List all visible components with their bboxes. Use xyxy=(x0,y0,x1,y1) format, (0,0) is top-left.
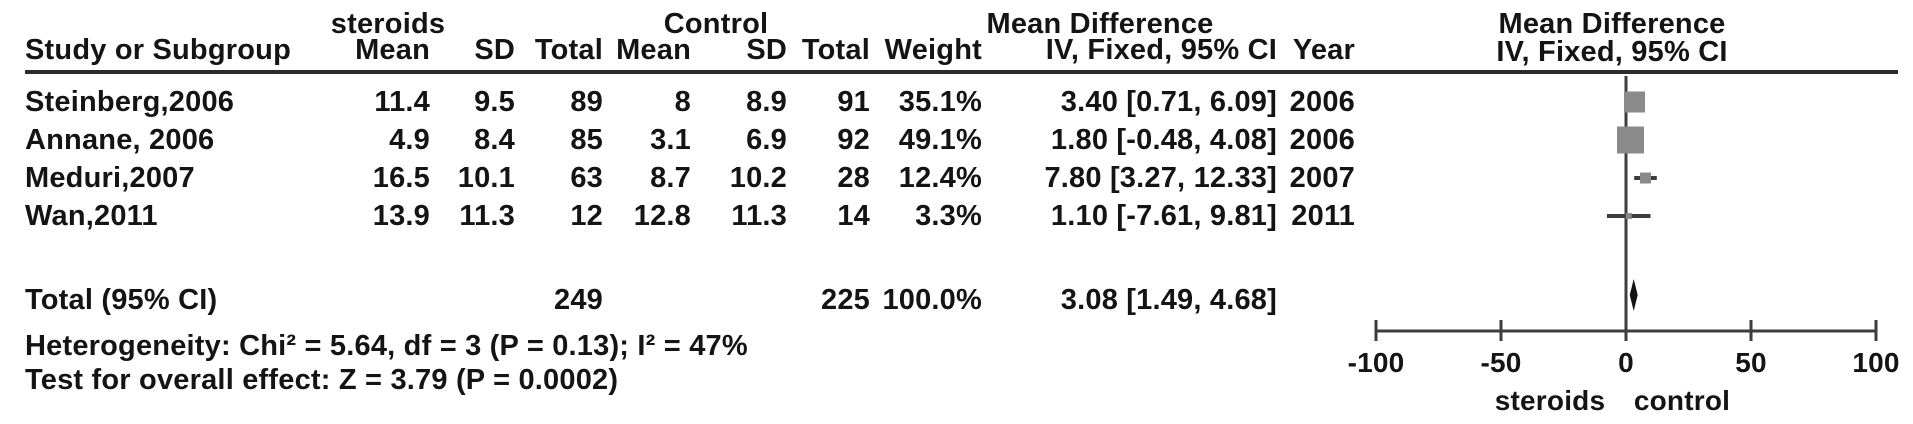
plot-header-ci: IV, Fixed, 95% CI xyxy=(1496,36,1728,68)
year-value: 2006 xyxy=(1289,123,1355,156)
total-row: Total (95% CI) 249 225 100.0% 3.08 [1.49… xyxy=(25,281,1355,319)
study-label: Annane, 2006 xyxy=(25,123,215,156)
total-label: Total (95% CI) xyxy=(25,283,218,316)
pooled-diamond xyxy=(1629,279,1638,311)
year-value: 2007 xyxy=(1289,161,1355,194)
steroids-total: 89 xyxy=(570,85,603,118)
steroids-mean: 11.4 xyxy=(374,85,430,118)
steroids-mean: 16.5 xyxy=(372,161,430,194)
weight-value: 3.3% xyxy=(915,199,982,232)
control-sd: 11.3 xyxy=(731,199,787,232)
group-header-steroids: steroids xyxy=(330,8,446,40)
ci-value: 7.80 [3.27, 12.33] xyxy=(1044,161,1277,194)
steroids-sd: 9.5 xyxy=(474,85,515,118)
control-total: 14 xyxy=(837,199,870,232)
steroids-mean: 13.9 xyxy=(372,199,430,232)
plot-header-mean-difference: Mean Difference xyxy=(1498,8,1726,40)
control-sd: 10.2 xyxy=(729,161,787,194)
favours-right-label: control xyxy=(1634,385,1730,416)
study-label: Steinberg,2006 xyxy=(25,85,235,118)
study-label: Wan,2011 xyxy=(25,199,158,232)
column-header-row: Study or Subgroup Mean SD Total Mean SD … xyxy=(25,34,1355,66)
axis-tick-label: 100 xyxy=(1852,347,1899,378)
axis-tick-label: -50 xyxy=(1480,347,1521,378)
total-ci: 3.08 [1.49, 4.68] xyxy=(1060,283,1277,316)
overall-effect-text: Test for overall effect: Z = 3.79 (P = 0… xyxy=(25,364,619,396)
col-header-steroids-sd: SD xyxy=(474,34,515,66)
weight-value: 49.1% xyxy=(898,123,982,156)
year-value: 2006 xyxy=(1289,85,1355,118)
col-header-year: Year xyxy=(1292,34,1355,66)
header-rule xyxy=(25,70,1898,74)
table-row: Meduri,2007 16.5 10.1 63 8.7 10.2 28 12.… xyxy=(25,159,1355,197)
ci-value: 1.10 [-7.61, 9.81] xyxy=(1050,199,1277,232)
total-control-n: 225 xyxy=(821,283,870,316)
ci-value: 1.80 [-0.48, 4.08] xyxy=(1050,123,1277,156)
steroids-total: 12 xyxy=(570,199,603,232)
control-mean: 8 xyxy=(674,85,691,118)
table-row: Wan,2011 13.9 11.3 12 12.8 11.3 14 3.3% … xyxy=(25,197,1355,235)
steroids-mean: 4.9 xyxy=(389,123,430,156)
steroids-total: 63 xyxy=(570,161,603,194)
control-mean: 8.7 xyxy=(650,161,691,194)
table-row: Annane, 2006 4.9 8.4 85 3.1 6.9 92 49.1%… xyxy=(25,121,1355,159)
heterogeneity-text: Heterogeneity: Chi² = 5.64, df = 3 (P = … xyxy=(25,330,748,362)
favours-left-label: steroids xyxy=(1495,385,1606,416)
ci-value: 3.40 [0.71, 6.09] xyxy=(1060,85,1277,118)
control-mean: 3.1 xyxy=(650,123,691,156)
group-header-control: Control xyxy=(663,8,769,40)
control-total: 92 xyxy=(837,123,870,156)
total-weight: 100.0% xyxy=(882,283,982,316)
control-sd: 8.9 xyxy=(746,85,787,118)
axis-tick-label: -100 xyxy=(1348,347,1405,378)
col-header-study: Study or Subgroup xyxy=(25,34,291,66)
effect-square xyxy=(1624,91,1645,113)
weight-value: 12.4% xyxy=(898,161,982,194)
effect-square xyxy=(1625,213,1632,219)
year-value: 2011 xyxy=(1291,199,1355,232)
axis-tick-label: 0 xyxy=(1618,347,1634,378)
control-total: 91 xyxy=(837,85,870,118)
col-header-ci: IV, Fixed, 95% CI xyxy=(1045,34,1277,66)
col-header-control-mean: Mean xyxy=(616,34,691,66)
control-mean: 12.8 xyxy=(633,199,691,232)
group-header-mean-difference: Mean Difference xyxy=(986,8,1214,40)
control-total: 28 xyxy=(837,161,870,194)
steroids-sd: 8.4 xyxy=(474,123,515,156)
steroids-sd: 11.3 xyxy=(459,199,515,232)
col-header-steroids-total: Total xyxy=(534,34,603,66)
table-row: Steinberg,2006 11.4 9.5 89 8 8.9 91 35.1… xyxy=(25,83,1355,121)
steroids-total: 85 xyxy=(570,123,603,156)
col-header-steroids-mean: Mean xyxy=(355,34,430,66)
col-header-control-total: Total xyxy=(801,34,870,66)
control-sd: 6.9 xyxy=(746,123,787,156)
col-header-weight: Weight xyxy=(884,34,982,66)
study-label: Meduri,2007 xyxy=(25,161,195,194)
col-header-control-sd: SD xyxy=(746,34,787,66)
steroids-sd: 10.1 xyxy=(457,161,515,194)
total-steroids-n: 249 xyxy=(554,283,603,316)
weight-value: 35.1% xyxy=(898,85,982,118)
effect-square xyxy=(1617,126,1644,154)
effect-square xyxy=(1640,172,1651,184)
axis-tick-label: 50 xyxy=(1735,347,1767,378)
